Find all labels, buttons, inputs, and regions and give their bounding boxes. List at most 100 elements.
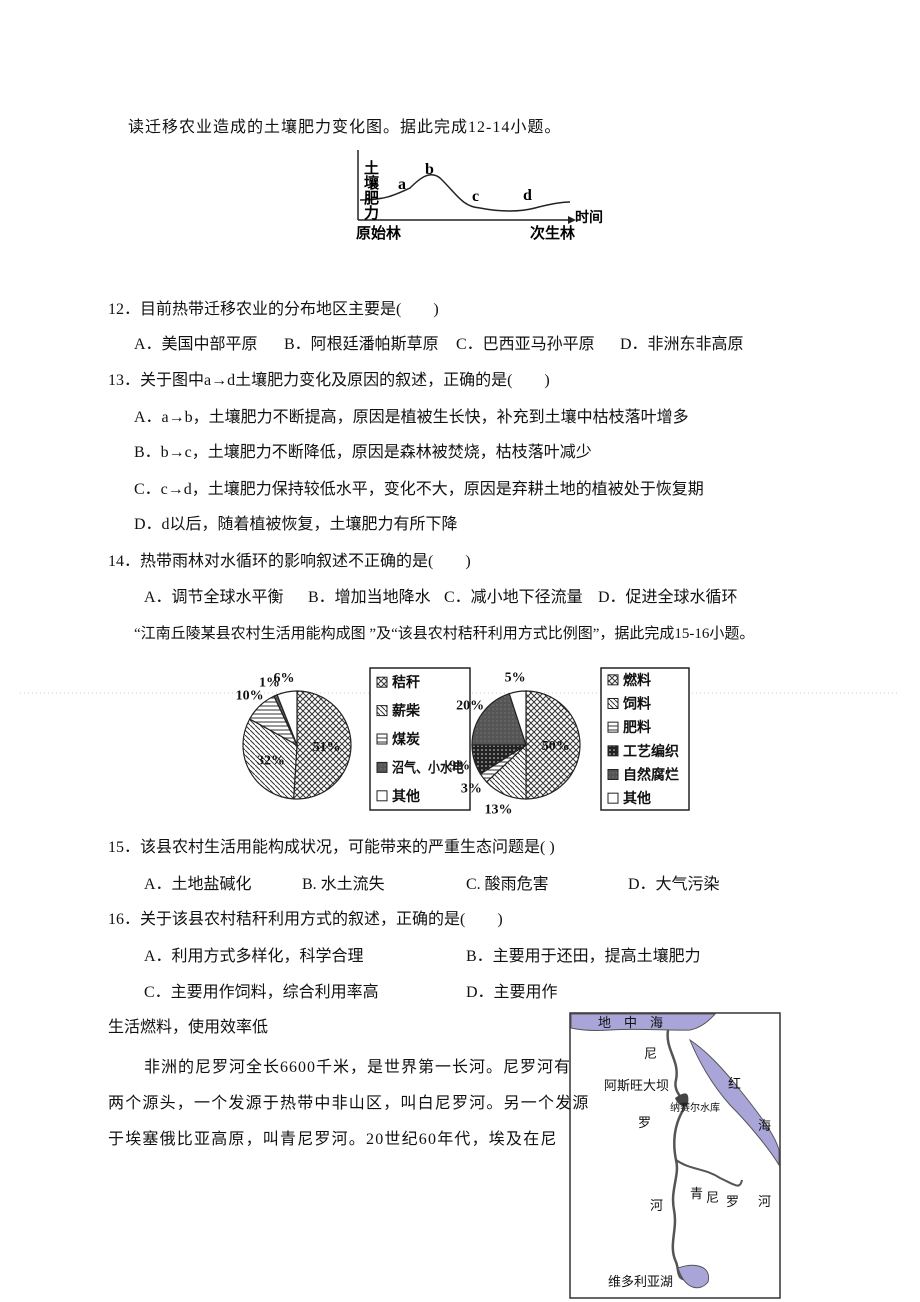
pie-slice (471, 692, 527, 746)
mediterranean (570, 1013, 717, 1031)
legend-swatch (607, 698, 619, 709)
value-label: 10% (236, 689, 264, 704)
option: B．b→c，土壤肥力不断降低，原因是森林被焚烧，枯枝落叶减少 (134, 444, 592, 461)
question-stem: 12．目前热带迁移农业的分布地区主要是( ) (108, 301, 439, 318)
option: A．利用方式多样化，科学合理 (144, 948, 364, 965)
intro2: “江南丘陵某县农村生活用能构成图 ”及“该县农村秸秆利用方式比例图”，据此完成1… (134, 626, 755, 642)
legend-label: 薪柴 (392, 703, 421, 720)
legend-box (600, 667, 690, 811)
option: D．d以后，随着植被恢复，土壤肥力有所下降 (134, 516, 458, 533)
fertility-curve (359, 174, 571, 212)
blue-nile (675, 1159, 743, 1187)
map-label: 尼 (644, 1046, 657, 1061)
map (569, 1012, 781, 1299)
map-label: 罗 (638, 1115, 651, 1130)
value-label: 51% (313, 740, 341, 755)
passage-line: 两个源头，一个发源于热带中非山区，叫白尼罗河。另一个发源 (108, 1095, 590, 1112)
map-label: 罗 (726, 1194, 739, 1209)
y-label: 土壤肥力 (362, 159, 379, 221)
option: A．美国中部平原 (134, 336, 258, 353)
point-label: d (523, 187, 532, 204)
soil-figure: 土壤肥力 a b c d 时间 原始林 次生林 (356, 150, 603, 242)
legend-label: 肥料 (623, 719, 651, 736)
map-label: 河 (650, 1198, 663, 1213)
value-label: 20% (456, 698, 484, 713)
legend-swatch (607, 674, 619, 686)
legend-label: 秸秆 (392, 674, 420, 691)
option: A．a→b，土壤肥力不断提高，原因是植被生长快，补充到土壤中枯枝落叶增多 (134, 409, 689, 426)
value-label: 50% (542, 739, 570, 754)
option: C．减小地下径流量 (444, 589, 583, 606)
option: C．c→d，土壤肥力保持较低水平，变化不大，原因是弃耕土地的植被处于恢复期 (134, 481, 704, 498)
point-label: c (472, 188, 479, 205)
map-label: 阿斯旺大坝 (604, 1078, 669, 1093)
option: B．阿根廷潘帕斯草原 (284, 336, 439, 353)
value-label: 32% (257, 753, 285, 768)
question-stem: 13．关于图中a→d土壤肥力变化及原因的叙述，正确的是( ) (108, 372, 550, 389)
legend-swatch (376, 676, 388, 688)
legend-swatch (376, 733, 388, 745)
option: A．土地盐碱化 (144, 876, 252, 893)
pie-slice (292, 690, 352, 800)
option: C．主要用作饲料，综合利用率高 (144, 984, 379, 1001)
passage-line: 非洲的尼罗河全长6600千米，是世界第一长河。尼罗河有 (144, 1059, 572, 1076)
option: D．大气污染 (628, 876, 720, 893)
option: B．主要用于还田，提高土壤肥力 (466, 948, 701, 965)
question-stem: 15．该县农村生活用能构成状况，可能带来的严重生态问题是( ) (108, 839, 555, 856)
map-label: 尼 (706, 1190, 719, 1205)
option-continuation: 生活燃料，使用效率低 (108, 1019, 269, 1036)
end-label: 次生林 (530, 224, 576, 242)
x-label: 时间 (575, 209, 603, 226)
legend-label: 煤炭 (392, 731, 420, 748)
red-sea (688, 1038, 780, 1167)
map-label: 青 (690, 1186, 703, 1201)
legend-swatch (607, 769, 619, 780)
map-label: 地 中 海 (598, 1015, 663, 1030)
map-label: 纳赛尔水库 (670, 1101, 720, 1114)
pie-slice (276, 690, 298, 746)
legend-swatch (376, 790, 388, 802)
legend-label: 其他 (623, 790, 651, 807)
legend-swatch (376, 761, 388, 773)
pie-slice (508, 690, 527, 746)
option: C. 酸雨危害 (466, 876, 549, 893)
start-label: 原始林 (356, 224, 402, 242)
option: D．促进全球水循环 (598, 589, 738, 606)
point-label: a (398, 176, 406, 193)
lake-nasser (675, 1093, 689, 1106)
map-label: 红 (728, 1076, 741, 1091)
pie-slice (242, 718, 298, 800)
passage-line: 于埃塞俄比亚高原，叫青尼罗河。20世纪60年代，埃及在尼 (108, 1131, 558, 1148)
option: B．增加当地降水 (308, 589, 431, 606)
map-label: 维多利亚湖 (608, 1274, 673, 1289)
pie-slice (525, 690, 581, 800)
point-label: b (425, 161, 434, 178)
value-label: 6% (274, 671, 295, 686)
value-label: 1% (259, 676, 280, 691)
legend-swatch (376, 705, 388, 717)
option: D．非洲东非高原 (620, 336, 744, 353)
legend-label: 燃料 (623, 672, 651, 689)
legend-label: 工艺编织 (623, 743, 679, 760)
legend-label: 沼气、小水电 (392, 759, 464, 776)
map-label: 海 (758, 1118, 771, 1133)
legend-label: 其他 (392, 788, 420, 805)
question-stem: 14．热带雨林对水循环的影响叙述不正确的是( ) (108, 553, 471, 570)
value-label: 9% (449, 758, 470, 773)
option: B. 水土流失 (302, 876, 385, 893)
legend-swatch (607, 745, 619, 757)
legend-label: 自然腐烂 (623, 767, 679, 784)
legend-swatch (607, 721, 619, 733)
map-label: 河 (758, 1194, 771, 1209)
value-label: 5% (505, 671, 526, 686)
legend-swatch (607, 792, 619, 804)
question-stem: 16．关于该县农村秸秆利用方式的叙述，正确的是( ) (108, 911, 503, 928)
option: A．调节全球水平衡 (144, 589, 284, 606)
value-label: 13% (485, 802, 513, 817)
option: D．主要用作 (466, 984, 558, 1001)
intro: 读迁移农业造成的土壤肥力变化图。据此完成12-14小题。 (128, 119, 562, 136)
arrow (568, 216, 576, 224)
lake-victoria (677, 1264, 710, 1289)
